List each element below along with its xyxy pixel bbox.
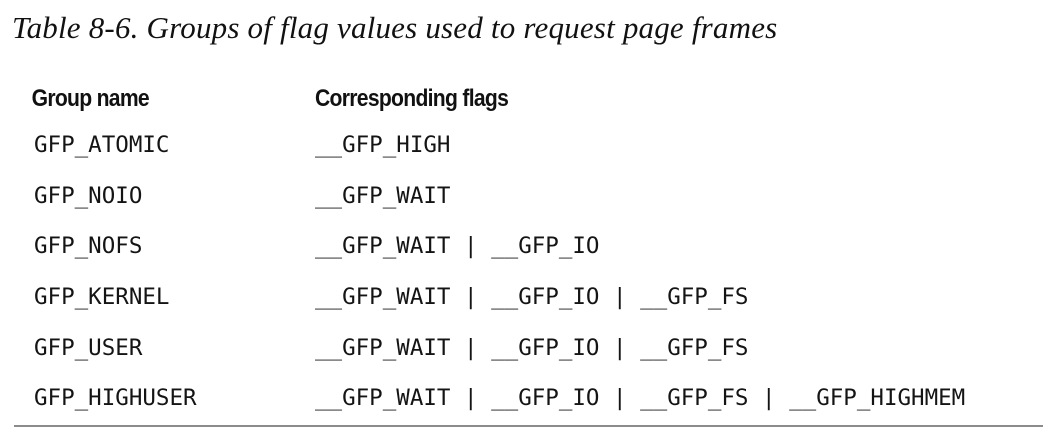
flags-cell: __GFP_HIGH — [315, 132, 451, 159]
group-name-cell: GFP_NOFS — [34, 233, 143, 260]
flags-cell: __GFP_WAIT | __GFP_IO | __GFP_FS | __GFP… — [315, 385, 966, 412]
table-header-row: Group name Corresponding flags — [14, 78, 1043, 120]
group-name-cell: GFP_HIGHUSER — [34, 385, 197, 412]
table-row: GFP_ATOMIC __GFP_HIGH — [14, 120, 1043, 171]
flags-cell: __GFP_WAIT | __GFP_IO — [315, 233, 600, 260]
table-row: GFP_USER __GFP_WAIT | __GFP_IO | __GFP_F… — [14, 322, 1043, 373]
column-header-group-name: Group name — [31, 85, 150, 112]
group-name-cell: GFP_USER — [34, 334, 143, 361]
table-row: GFP_NOFS __GFP_WAIT | __GFP_IO — [14, 221, 1043, 272]
group-name-cell: GFP_NOIO — [34, 182, 143, 209]
group-name-cell: GFP_KERNEL — [34, 284, 170, 311]
flags-cell: __GFP_WAIT | __GFP_IO | __GFP_FS — [315, 284, 749, 311]
table-bottom-rule — [14, 425, 1043, 427]
table-row: GFP_KERNEL __GFP_WAIT | __GFP_IO | __GFP… — [14, 272, 1043, 323]
table-caption: Table 8-6. Groups of flag values used to… — [12, 10, 778, 45]
table-row: GFP_HIGHUSER __GFP_WAIT | __GFP_IO | __G… — [14, 373, 1043, 424]
table-row: GFP_NOIO __GFP_WAIT — [14, 171, 1043, 222]
flag-groups-table: Group name Corresponding flags GFP_ATOMI… — [14, 78, 1043, 424]
group-name-cell: GFP_ATOMIC — [34, 132, 170, 159]
column-header-corresponding-flags: Corresponding flags — [315, 85, 509, 112]
flags-cell: __GFP_WAIT | __GFP_IO | __GFP_FS — [315, 334, 749, 361]
flags-cell: __GFP_WAIT — [315, 182, 451, 209]
